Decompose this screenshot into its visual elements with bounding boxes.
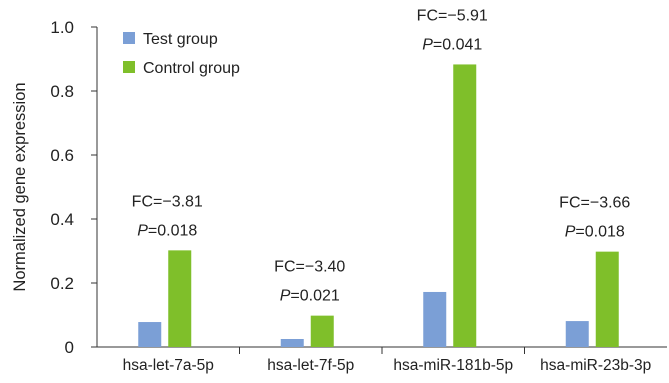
p-value-label: P=0.018 (137, 222, 197, 239)
y-axis-label: Normalized gene expression (11, 82, 29, 291)
p-value-number: =0.018 (148, 222, 197, 239)
y-tick-label: 0 (65, 338, 74, 357)
legend-swatch (123, 61, 135, 73)
bar (423, 291, 447, 347)
fold-change-label: FC=−3.81 (132, 193, 203, 210)
p-value-label: P=0.041 (422, 36, 482, 53)
category-labels: hsa-let-7a-5p hsa-let-7f-5p hsa-miR-181b-5… (123, 357, 652, 374)
axes: 0 0.2 0.4 0.6 0.8 1.0 (50, 18, 667, 357)
bar (280, 339, 304, 347)
fold-change-label: FC=−3.40 (274, 259, 345, 276)
category-label: hsa-let-7f-5p (267, 357, 354, 374)
bar (595, 251, 619, 347)
bar (565, 321, 589, 347)
bars (138, 64, 619, 347)
bar (310, 315, 334, 347)
p-value-number: =0.018 (575, 224, 624, 241)
y-tick-label: 0.6 (50, 146, 74, 165)
p-value-symbol: P (137, 222, 148, 239)
y-tick-label: 0.2 (50, 274, 74, 293)
legend-label: Control group (143, 60, 240, 77)
annotations: FC=−3.81P=0.018FC=−3.40P=0.021FC=−5.91P=… (132, 7, 631, 304)
legend: Test group Control group (123, 31, 240, 77)
p-value-number: =0.021 (290, 288, 339, 305)
p-value-symbol: P (565, 224, 576, 241)
category-label: hsa-miR-23b-3p (540, 357, 651, 374)
y-tick-label: 1.0 (50, 18, 74, 37)
category-label: hsa-let-7a-5p (123, 357, 214, 374)
category-label: hsa-miR-181b-5p (393, 357, 513, 374)
y-tick-label: 0.8 (50, 82, 74, 101)
bar (453, 64, 477, 347)
p-value-symbol: P (280, 288, 291, 305)
p-value-symbol: P (422, 36, 433, 53)
fold-change-label: FC=−5.91 (417, 7, 488, 24)
p-value-number: =0.041 (433, 36, 482, 53)
p-value-label: P=0.021 (280, 288, 340, 305)
fold-change-label: FC=−3.66 (559, 195, 630, 212)
legend-label: Test group (143, 31, 218, 48)
y-tick-label: 0.4 (50, 210, 74, 229)
bar (168, 250, 192, 347)
p-value-label: P=0.018 (565, 224, 625, 241)
legend-swatch (123, 32, 135, 44)
bar (138, 322, 162, 347)
